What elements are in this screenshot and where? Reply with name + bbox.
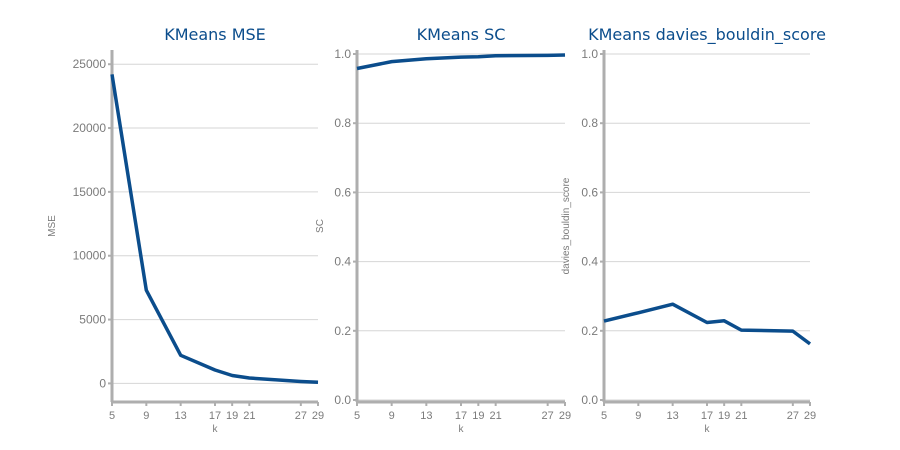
x-tick-label: 5 (354, 410, 360, 422)
x-tick-label: 19 (718, 410, 730, 422)
y-tick-label: 1.0 (581, 47, 598, 61)
y-tick-label: 0.4 (581, 255, 598, 269)
x-tick-label: 27 (542, 410, 554, 422)
y-tick-label: 0.6 (334, 185, 351, 199)
x-tick-label: 13 (420, 410, 432, 422)
y-tick-label: 0.4 (334, 255, 351, 269)
x-tick-label: 29 (312, 410, 324, 422)
y-tick-label: 0.6 (581, 185, 598, 199)
y-tick-label: 20000 (73, 121, 107, 135)
panel-davies-bouldin: KMeans davies_bouldin_score 0.0 0.2 0.4 0.6 0… (561, 25, 826, 435)
y-tick-label: 10000 (73, 249, 107, 263)
x-tick-label: 9 (635, 410, 641, 422)
y-tick-label: 0.2 (581, 324, 598, 338)
y-axis-label: davies_bouldin_score (561, 177, 572, 274)
x-tick-label: 27 (787, 410, 799, 422)
y-tick-label: 15000 (73, 185, 107, 199)
panel-mse: KMeans MSE 0 5000 10000 15000 20000 25000 5 9 13 1… (47, 25, 324, 435)
x-tick-label: 5 (109, 410, 115, 422)
chart-title: KMeans MSE (164, 25, 266, 44)
x-tick-label: 9 (389, 410, 395, 422)
chart-title: KMeans davies_bouldin_score (588, 25, 826, 45)
series-line (356, 53, 566, 71)
y-tick-label: 0.0 (581, 393, 598, 407)
x-tick-label: 19 (472, 410, 484, 422)
y-tick-label: 0.0 (334, 393, 351, 407)
x-tick-label: 29 (804, 410, 816, 422)
series-line (603, 302, 812, 346)
y-tick-label: 0.8 (581, 116, 598, 130)
series-line (110, 74, 319, 385)
x-axis-label: k (705, 424, 711, 435)
x-tick-label: 17 (455, 410, 467, 422)
y-axis-label: SC (315, 219, 326, 233)
y-tick-label: 1.0 (334, 47, 351, 61)
x-axis-label: k (459, 424, 465, 435)
x-axis-label: k (213, 424, 219, 435)
y-tick-label: 0 (99, 376, 106, 390)
x-tick-label: 21 (490, 410, 502, 422)
panel-sc: KMeans SC 0.0 0.2 0.4 0.6 0.8 1.0 5 9 13 17 19 21 27 2… (315, 25, 571, 435)
chart-title: KMeans SC (417, 25, 506, 44)
x-tick-label: 5 (601, 410, 607, 422)
x-tick-label: 21 (735, 410, 747, 422)
y-tick-label: 0.8 (334, 116, 351, 130)
y-tick-label: 25000 (73, 57, 107, 71)
x-tick-label: 27 (295, 410, 307, 422)
x-tick-label: 21 (243, 410, 255, 422)
x-tick-label: 17 (701, 410, 713, 422)
x-tick-label: 13 (667, 410, 679, 422)
x-tick-label: 9 (143, 410, 149, 422)
x-tick-label: 17 (209, 410, 221, 422)
y-tick-label: 5000 (79, 313, 106, 327)
x-tick-label: 13 (175, 410, 187, 422)
y-tick-label: 0.2 (334, 324, 351, 338)
x-tick-label: 19 (226, 410, 238, 422)
x-tick-label: 29 (559, 410, 571, 422)
y-axis-label: MSE (47, 215, 58, 237)
